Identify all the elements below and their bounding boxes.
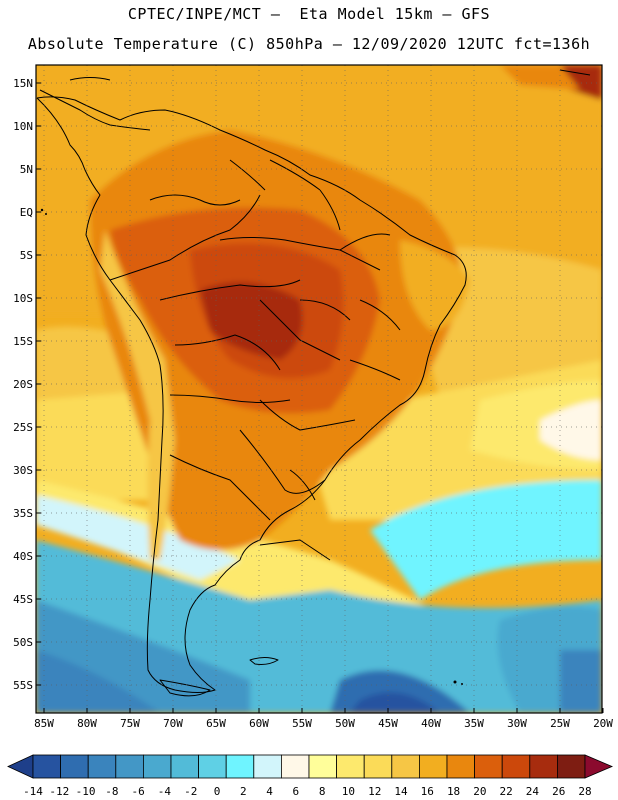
lon-tick-label: 20W — [593, 717, 613, 730]
legend-swatch — [142, 754, 172, 779]
lat-tick-label: 10N — [13, 120, 33, 133]
legend-label: 12 — [368, 785, 381, 798]
legend-label: 8 — [319, 785, 326, 798]
lon-tick-label: 45W — [378, 717, 398, 730]
legend-swatch — [418, 754, 448, 779]
lon-tick-label: 55W — [292, 717, 312, 730]
lat-tick-label: 20S — [13, 378, 33, 391]
lat-tick-label: 50S — [13, 636, 33, 649]
lon-tick-label: 65W — [206, 717, 226, 730]
legend-label: 14 — [394, 785, 408, 798]
lat-tick-label: EQ — [20, 206, 33, 219]
legend-swatch — [198, 754, 227, 779]
legend-swatch — [87, 754, 117, 779]
legend-swatch — [280, 754, 310, 779]
lat-tick-label: 30S — [13, 464, 33, 477]
legend-label: 18 — [447, 785, 460, 798]
legend-swatch — [225, 754, 255, 779]
lat-tick-label: 55S — [13, 679, 33, 692]
legend-swatch — [529, 754, 558, 779]
lat-tick-label: 40S — [13, 550, 33, 563]
map-title-line-2: Absolute Temperature (C) 850hPa — 12/09/… — [27, 35, 591, 53]
lon-tick-label: 25W — [550, 717, 570, 730]
legend-swatch — [557, 754, 586, 779]
legend-label: 4 — [266, 785, 273, 798]
legend-swatch — [391, 754, 420, 779]
lon-tick-label: 60W — [249, 717, 269, 730]
legend-label: -14 — [23, 785, 43, 798]
map-frame — [35, 64, 603, 714]
lon-tick-label: 85W — [34, 717, 54, 730]
legend-label: -2 — [184, 785, 197, 798]
lon-tick-label: 75W — [120, 717, 140, 730]
legend-swatch — [253, 754, 282, 779]
legend-swatch — [32, 754, 62, 779]
legend-arrow-low — [7, 754, 34, 779]
legend-label: -4 — [158, 785, 172, 798]
legend-swatch — [474, 754, 503, 779]
lon-tick-label: 70W — [163, 717, 183, 730]
lat-tick-label: 5S — [20, 249, 33, 262]
legend-swatch — [308, 754, 338, 779]
legend-label: -8 — [105, 785, 118, 798]
legend-swatch — [60, 754, 89, 779]
temperature-field — [36, 65, 602, 713]
legend-swatch — [170, 754, 200, 779]
legend-label: 22 — [500, 785, 513, 798]
lon-tick-label: 30W — [507, 717, 527, 730]
legend-label: 26 — [552, 785, 565, 798]
legend-label: 6 — [293, 785, 300, 798]
legend-label: 0 — [214, 785, 221, 798]
lon-tick-label: 50W — [335, 717, 355, 730]
legend-label: 20 — [473, 785, 486, 798]
legend-swatch — [446, 754, 476, 779]
graticule — [36, 65, 602, 713]
lat-tick-label: 45S — [13, 593, 33, 606]
islands — [40, 208, 463, 685]
legend-label: 10 — [342, 785, 355, 798]
legend-label: 24 — [526, 785, 540, 798]
country-borders — [36, 69, 591, 697]
lat-tick-label: 15N — [13, 77, 33, 90]
legend-label: 2 — [240, 785, 247, 798]
legend-label: -6 — [132, 785, 145, 798]
legend-label: -10 — [76, 785, 96, 798]
longitude-axis: 85W 80W 75W 70W 65W 60W 55W 50W 45W 40W 35W 30W 25W 2… — [34, 708, 613, 730]
legend-arrow-high — [584, 754, 614, 779]
lon-tick-label: 40W — [421, 717, 441, 730]
legend-label: -12 — [49, 785, 69, 798]
lon-tick-label: 35W — [464, 717, 484, 730]
legend-swatch — [336, 754, 365, 779]
map-title-line-1: CPTEC/INPE/MCT — Eta Model 15km — GFS — [127, 5, 491, 23]
lat-tick-label: 15S — [13, 335, 33, 348]
legend-label: 28 — [578, 785, 591, 798]
color-legend: -14 -12 -10 -8 -6 -4 -2 0 2 4 6 8 10 12 14 16 18 20 22 24 26… — [7, 754, 614, 798]
legend-swatch — [115, 754, 144, 779]
lat-tick-label: 35S — [13, 507, 33, 520]
lat-tick-label: 5N — [20, 163, 33, 176]
lon-tick-label: 80W — [77, 717, 97, 730]
legend-label: 16 — [421, 785, 434, 798]
legend-swatch — [363, 754, 393, 779]
latitude-axis: 15N 10N 5N EQ 5S 10S 15S 20S 25S 30S 35S 40S 45S 50S 5… — [13, 77, 41, 692]
lat-tick-label: 25S — [13, 421, 33, 434]
lat-tick-label: 10S — [13, 292, 33, 305]
legend-swatch — [501, 754, 531, 779]
